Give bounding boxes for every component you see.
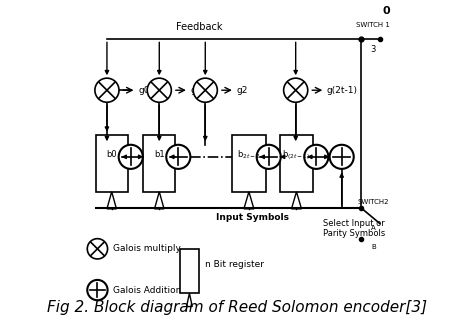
Text: g0: g0 bbox=[138, 86, 149, 95]
Text: Input Symbols: Input Symbols bbox=[216, 213, 289, 222]
Text: 0: 0 bbox=[383, 6, 390, 16]
Text: Galois multiply: Galois multiply bbox=[113, 244, 181, 253]
Text: b1: b1 bbox=[154, 150, 164, 159]
Circle shape bbox=[166, 145, 191, 169]
Text: b$_{2t-2}$: b$_{2t-2}$ bbox=[237, 148, 261, 161]
Text: Fig 2. Block diagram of Reed Solomon encoder[3]: Fig 2. Block diagram of Reed Solomon enc… bbox=[47, 300, 427, 316]
Circle shape bbox=[95, 78, 119, 102]
Circle shape bbox=[87, 239, 108, 259]
Circle shape bbox=[329, 145, 354, 169]
Circle shape bbox=[147, 78, 171, 102]
Text: SWITCH 1: SWITCH 1 bbox=[356, 22, 391, 28]
Bar bbox=[180, 249, 199, 293]
Text: g1: g1 bbox=[191, 86, 202, 95]
Text: B: B bbox=[371, 244, 376, 250]
Text: Select Input or
Parity Symbols: Select Input or Parity Symbols bbox=[323, 219, 385, 238]
Text: b$_{(2t-1)}$: b$_{(2t-1)}$ bbox=[282, 148, 311, 162]
Text: n Bit register: n Bit register bbox=[205, 260, 264, 269]
Circle shape bbox=[193, 78, 218, 102]
Bar bbox=[232, 135, 265, 192]
Bar bbox=[144, 135, 175, 192]
Circle shape bbox=[118, 145, 143, 169]
Bar bbox=[280, 135, 313, 192]
Text: 3: 3 bbox=[371, 45, 376, 54]
Bar bbox=[96, 135, 128, 192]
Circle shape bbox=[87, 280, 108, 300]
Text: b0: b0 bbox=[106, 150, 117, 159]
Circle shape bbox=[283, 78, 308, 102]
Text: SWITCH2: SWITCH2 bbox=[358, 199, 389, 205]
Text: g(2t-1): g(2t-1) bbox=[327, 86, 358, 95]
Text: Galois Addition: Galois Addition bbox=[113, 285, 182, 295]
Text: A: A bbox=[371, 225, 376, 231]
Circle shape bbox=[256, 145, 281, 169]
Circle shape bbox=[304, 145, 328, 169]
Text: Feedback: Feedback bbox=[176, 21, 222, 32]
Text: g2: g2 bbox=[237, 86, 248, 95]
